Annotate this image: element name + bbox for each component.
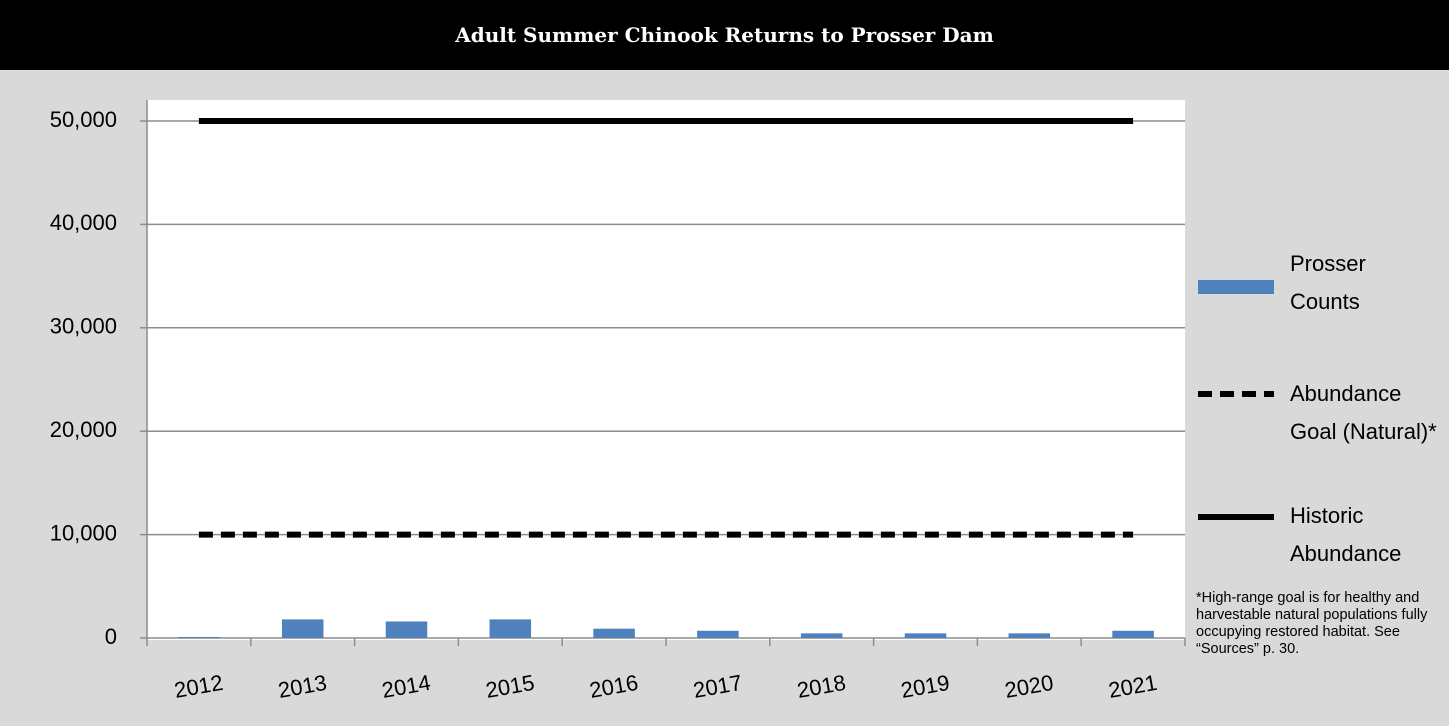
x-tick-label: 2012 [172, 670, 225, 703]
y-tick-label: 40,000 [50, 210, 117, 235]
plot-area [147, 100, 1185, 640]
bar [1008, 633, 1051, 638]
bar [697, 630, 739, 638]
bar [281, 619, 324, 638]
x-tick-label: 2021 [1107, 670, 1160, 703]
bar [489, 619, 532, 638]
y-tick-label: 10,000 [50, 520, 117, 545]
bar [800, 633, 843, 638]
chart-title: Adult Summer Chinook Returns to Prosser … [0, 0, 1449, 70]
legend-label: Historic Abundance [1290, 503, 1402, 566]
x-tick-label: 2014 [380, 670, 433, 703]
bar [1112, 630, 1154, 638]
x-tick-label: 2013 [276, 670, 329, 703]
y-tick-label: 0 [105, 624, 117, 649]
bar [593, 628, 635, 638]
bar [385, 621, 428, 638]
legend-label: Prosser Counts [1290, 251, 1366, 314]
legend-label: Abundance Goal (Natural)* [1290, 381, 1437, 444]
x-tick-label: 2019 [899, 670, 952, 703]
y-tick-label: 30,000 [50, 314, 117, 339]
y-tick-label: 20,000 [50, 417, 117, 442]
y-tick-label: 50,000 [50, 107, 117, 132]
x-tick-label: 2018 [795, 670, 848, 703]
bar [904, 633, 947, 638]
x-tick-label: 2016 [588, 670, 641, 703]
bar [178, 636, 220, 638]
footnote: *High-range goal is for healthy and harv… [1196, 590, 1428, 657]
x-tick-label: 2017 [691, 670, 744, 703]
legend-swatch [1198, 280, 1274, 294]
x-tick-label: 2020 [1003, 670, 1056, 703]
x-tick-label: 2015 [484, 670, 537, 703]
